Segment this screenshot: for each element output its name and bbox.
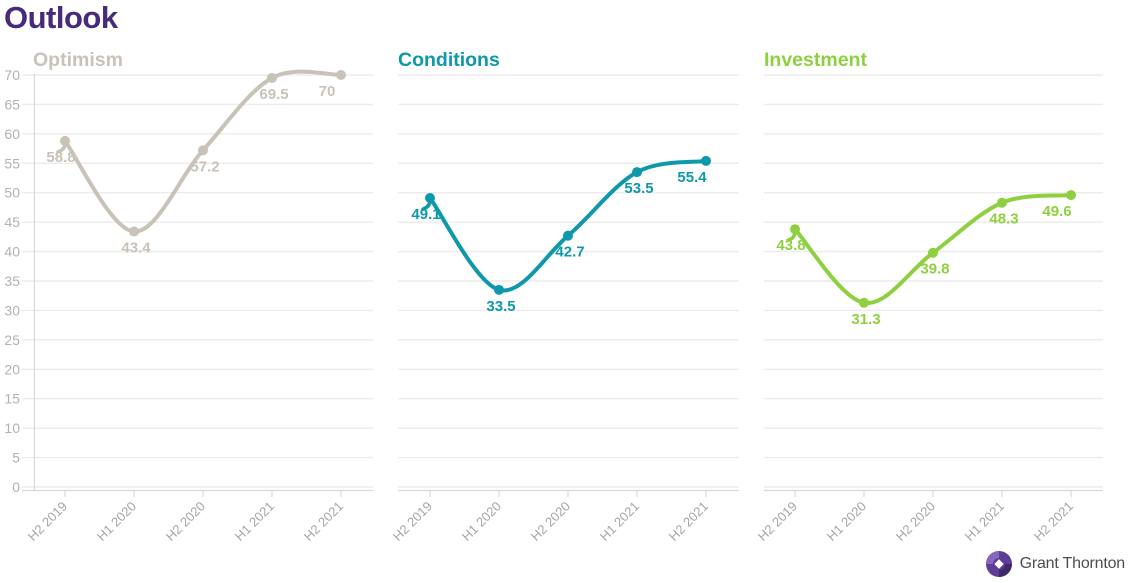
data-point [425,193,435,204]
data-point [336,70,346,80]
chart-optimism: 0 5 10 15 20 25 30 35 40 45 50 55 60 65 70 H2 2019 H1 20… [4,49,373,544]
x-axis-tick-label: H1 2020 [94,499,139,544]
data-point-label: 58.8 [46,149,75,166]
y-axis-tick-label: 30 [4,302,20,318]
grant-thornton-icon [985,551,1012,577]
data-point-label: 55.4 [677,169,707,186]
y-axis-tick-label: 40 [4,244,20,260]
brand-logo: Grant Thornton [985,550,1125,578]
data-point [129,226,139,237]
y-axis-tick-label: 0 [12,479,20,495]
data-point [701,155,711,166]
y-axis-tick-label: 25 [4,332,20,348]
data-point [997,197,1007,208]
data-point [494,284,504,295]
x-axis-tick-label: H2 2021 [666,499,711,544]
data-point-label: 48.3 [989,211,1018,228]
y-axis-tick-label: 55 [4,155,20,171]
data-point [928,247,938,258]
data-point-label: 70 [319,83,336,100]
data-point-label: 49.1 [411,206,440,223]
chart-conditions: H2 2019 H1 2020 H2 2020 H1 2021 H2 2021 Condi… [390,49,739,544]
data-point-label: 49.6 [1042,203,1071,220]
y-axis-tick-label: 35 [4,273,20,289]
x-axis-tick-label: H2 2020 [163,499,208,544]
data-point [60,135,70,146]
data-point-label: 43.4 [121,240,151,257]
data-point-label: 53.5 [624,180,653,197]
data-point-label: 39.8 [920,261,949,278]
page-title: Outlook [4,0,118,35]
logo-diamond [993,559,1004,569]
y-axis-tick-label: 10 [4,420,20,436]
data-point-label: 31.3 [851,311,880,328]
x-axis-tick-label: H1 2021 [597,499,642,544]
x-axis-tick-label: H2 2020 [528,499,573,544]
chart-title: Investment [764,49,867,71]
series-line [63,69,343,234]
series-line [428,158,708,293]
x-axis-tick-label: H1 2020 [459,499,504,544]
data-point [790,224,800,235]
data-point-label: 42.7 [555,244,584,261]
brand-logo-text: Grant Thornton [1019,555,1126,572]
chart-title: Optimism [33,49,123,71]
x-axis-tick-label: H2 2019 [25,499,70,544]
x-axis-tick-label: H2 2019 [390,499,435,544]
data-point [563,230,573,241]
y-axis-tick-label: 65 [4,96,20,112]
y-axis-tick-label: 15 [4,391,20,407]
y-axis-tick-label: 70 [4,67,20,83]
data-point-label: 69.5 [259,86,288,103]
y-axis-tick-label: 50 [4,185,20,201]
data-point [859,297,869,308]
x-axis-tick-label: H2 2020 [893,499,938,544]
y-axis-tick-label: 5 [12,450,20,466]
data-point [198,145,208,156]
x-axis-tick-label: H2 2019 [755,499,800,544]
data-point-label: 57.2 [190,158,219,175]
chart-investment: H2 2019 H1 2020 H2 2020 H1 2021 H2 2021 Inves… [755,49,1103,544]
chart-title: Conditions [398,49,500,71]
data-point [267,72,277,83]
y-axis-tick-label: 45 [4,214,20,230]
y-axis-tick-label: 20 [4,361,20,377]
data-point [632,167,642,178]
data-point-label: 43.8 [776,237,805,254]
data-point [1066,190,1076,201]
x-axis-tick-label: H2 2021 [301,499,346,544]
data-point-label: 33.5 [486,298,515,315]
x-axis-tick-label: H1 2021 [962,499,1007,544]
x-axis-tick-label: H2 2021 [1031,499,1076,544]
x-axis-tick-label: H1 2021 [232,499,277,544]
y-axis-tick-label: 60 [4,126,20,142]
x-axis-tick-label: H1 2020 [824,499,869,544]
